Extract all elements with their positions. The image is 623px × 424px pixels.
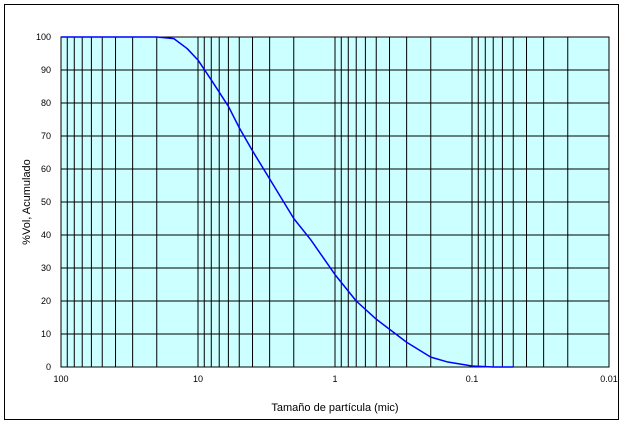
y-tick-label: 60	[41, 164, 51, 174]
y-tick-label: 70	[41, 131, 51, 141]
x-tick-label: 10	[193, 374, 203, 384]
y-tick-label: 80	[41, 98, 51, 108]
x-tick-label: 0.01	[600, 374, 618, 384]
y-tick-label: 0	[46, 362, 51, 372]
x-tick-label: 1	[332, 374, 337, 384]
gridlines	[61, 36, 610, 368]
y-tick-label: 40	[41, 230, 51, 240]
y-tick-label: 50	[41, 197, 51, 207]
y-axis-label: %Vol, Acumulado	[21, 159, 33, 245]
y-tick-label: 20	[41, 296, 51, 306]
y-tick-label: 30	[41, 263, 51, 273]
series-line	[61, 36, 514, 368]
x-tick-label: 100	[53, 374, 68, 384]
y-tick-label: 100	[36, 32, 51, 42]
x-tick-labels: 100 10 1 0.1 0.01	[53, 374, 617, 384]
y-tick-label: 10	[41, 329, 51, 339]
y-tick-label: 90	[41, 65, 51, 75]
x-axis-label: Tamaño de partícula (mic)	[271, 402, 398, 414]
y-tick-labels: 0 10 20 30 40 50 60 70 80 90 100	[36, 32, 51, 372]
x-tick-label: 0.1	[466, 374, 479, 384]
